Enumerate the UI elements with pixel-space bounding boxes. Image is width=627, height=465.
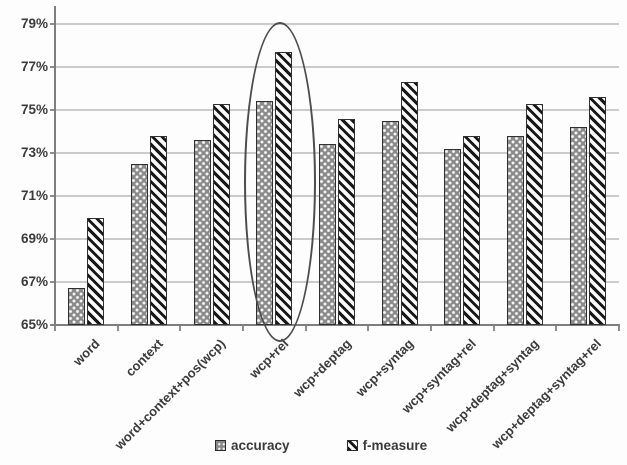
y-axis-label-71: 71% (20, 188, 48, 203)
gridline-79 (56, 23, 619, 25)
x-tick-mark-6 (430, 326, 432, 331)
y-axis-label-69: 69% (20, 231, 48, 246)
y-tick-mark-79 (50, 23, 55, 25)
y-axis-label-67: 67% (20, 274, 48, 289)
x-tick-mark-9 (618, 326, 620, 331)
bar-accuracy-wcp+deptag+syntag (507, 135, 524, 325)
gridline-71 (56, 195, 619, 197)
bar-accuracy-word (68, 288, 86, 325)
gridline-75 (56, 109, 619, 111)
bar-f-measure-wcp+deptag+syntag (526, 103, 543, 325)
gridline-69 (56, 238, 619, 240)
bar-accuracy-context (131, 163, 148, 325)
x-axis-label-wcp+deptag+syntag+rel: wcp+deptag+syntag+rel (488, 336, 605, 452)
x-tick-mark-1 (116, 326, 119, 331)
bar-accuracy-wcp+deptag+syntag+rel (569, 127, 587, 325)
y-tick-mark-67 (50, 281, 55, 283)
y-axis-label-79: 79% (20, 16, 48, 31)
x-axis-line (51, 324, 620, 326)
gridline-67 (56, 281, 619, 283)
x-tick-mark-8 (555, 326, 558, 331)
x-axis-label-word: word (70, 336, 103, 369)
bar-f-measure-wcp+deptag+syntag+rel (588, 97, 606, 325)
x-axis-label-wcp+deptag: wcp+deptag (289, 336, 354, 400)
x-tick-mark-3 (242, 326, 244, 331)
gridline-77 (56, 66, 619, 68)
f-measure-swatch-icon (346, 440, 358, 451)
y-axis-label-73: 73% (20, 145, 48, 160)
y-tick-mark-75 (50, 109, 55, 111)
y-axis-line (54, 6, 56, 326)
x-tick-mark-4 (304, 326, 307, 331)
y-tick-mark-73 (50, 152, 55, 154)
y-tick-mark-69 (50, 238, 55, 240)
bar-accuracy-wcp+deptag (319, 144, 336, 325)
bar-f-measure-word+context+pos(wcp) (212, 103, 230, 325)
legend-item-accuracy: accuracy (215, 438, 290, 453)
legend-item-f-measure: f-measure (346, 438, 428, 453)
y-axis-label-77: 77% (20, 59, 48, 74)
bar-accuracy-word+context+pos(wcp) (193, 140, 211, 325)
x-tick-mark-0 (54, 326, 56, 331)
x-axis-label-wcp+syntag: wcp+syntag (352, 336, 417, 400)
y-axis-label-65: 65% (20, 317, 48, 332)
x-tick-mark-5 (367, 326, 370, 331)
highlight-ellipse (244, 22, 317, 342)
legend-label-f-measure: f-measure (362, 438, 428, 453)
x-axis-label-wcp+rel: wcp+rel (245, 336, 291, 382)
bar-f-measure-wcp+syntag (400, 82, 418, 325)
y-tick-mark-71 (50, 195, 55, 197)
x-axis-label-word+context+pos(wcp): word+context+pos(wcp) (111, 336, 229, 453)
x-tick-mark-7 (492, 326, 495, 331)
bar-accuracy-wcp+syntag+rel (444, 148, 462, 325)
legend-label-accuracy: accuracy (231, 438, 290, 453)
legend: accuracy f-measure (215, 438, 427, 453)
accuracy-swatch-icon (215, 440, 226, 451)
bar-accuracy-wcp+syntag (381, 120, 399, 325)
y-axis-label-75: 75% (20, 102, 48, 117)
gridline-73 (56, 152, 619, 154)
x-tick-mark-2 (179, 326, 182, 331)
bar-f-measure-word (87, 217, 105, 325)
x-axis-label-context: context (122, 336, 166, 380)
bar-f-measure-context (150, 135, 167, 325)
y-tick-mark-77 (50, 66, 55, 68)
bar-f-measure-wcp+deptag (338, 118, 355, 325)
bar-f-measure-wcp+syntag+rel (463, 135, 481, 325)
